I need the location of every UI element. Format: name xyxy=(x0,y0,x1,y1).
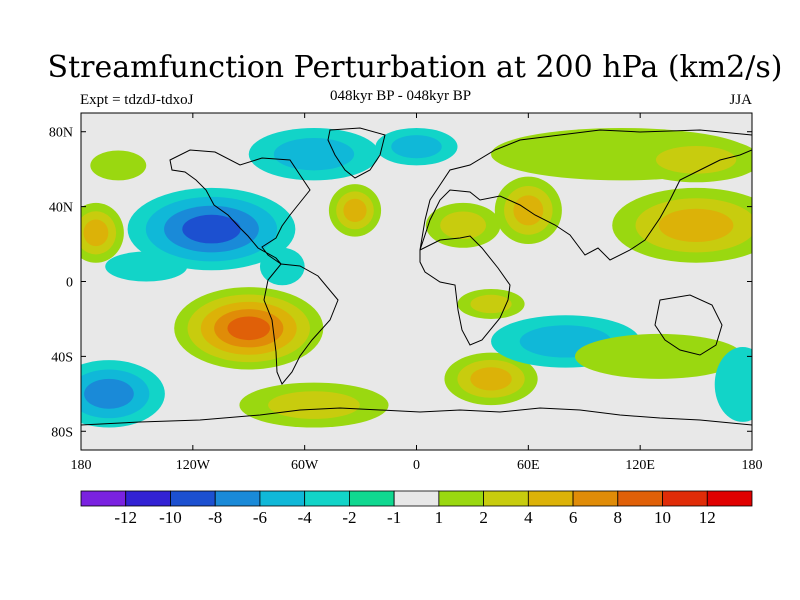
lat-tick-label: 40S xyxy=(51,350,73,365)
anomaly-10-level-2 xyxy=(658,208,734,242)
colorbar-swatch xyxy=(348,490,395,507)
coastlines xyxy=(81,127,752,426)
colorbar-swatch xyxy=(527,490,574,507)
colorbar-label: 1 xyxy=(435,508,444,527)
anomaly-2-level-1 xyxy=(273,138,355,171)
colorbar-label: -6 xyxy=(253,508,267,527)
lat-tick-label: 40N xyxy=(49,201,73,216)
colorbar-swatch xyxy=(438,490,485,507)
colorbar-label: 4 xyxy=(524,508,533,527)
colorbar-swatch xyxy=(259,490,306,507)
colorbar-label: -2 xyxy=(342,508,356,527)
colorbar-swatch xyxy=(393,490,440,507)
lon-tick-label: 120W xyxy=(176,458,211,473)
anomaly-8-level-1 xyxy=(440,211,487,240)
anomaly-20-level-0 xyxy=(714,347,752,422)
anomaly-14-level-2 xyxy=(84,378,134,409)
colorbar-swatch xyxy=(214,490,261,507)
colorbar-swatch xyxy=(304,490,350,507)
lat-tick-label: 80S xyxy=(51,425,73,440)
colorbar-label: 10 xyxy=(654,508,671,527)
colorbar-label: -4 xyxy=(298,508,313,527)
colorbar-swatch xyxy=(80,490,127,507)
lat-tick-label: 0 xyxy=(66,276,73,291)
lat-tick-label: 80N xyxy=(49,126,73,141)
anomaly-12-level-0 xyxy=(105,251,188,282)
plot-title: Streamfunction Perturbation at 200 hPa (… xyxy=(47,50,783,85)
lon-tick-label: 0 xyxy=(413,458,420,473)
map-axes: 180 120W 60W 0 60E 120E 180 80N 40N 0 40S 80S xyxy=(49,113,763,473)
anomaly-13-level-4 xyxy=(227,316,271,341)
colorbar-label: -10 xyxy=(159,508,182,527)
colorbar-swatch xyxy=(572,490,619,507)
colorbar-label: 12 xyxy=(699,508,716,527)
experiment-label: Expt = tdzdJ-tdxoJ xyxy=(80,92,194,108)
anomaly-3-level-1 xyxy=(391,135,442,159)
plot-subtitle: 048kyr BP - 048kyr BP xyxy=(330,88,472,104)
colorbar: -12 -10 -8 -6 -4 -2 -1 1 2 4 6 8 10 12 xyxy=(80,490,753,527)
anomaly-5-level-1 xyxy=(655,145,737,174)
anomaly-16-level-2 xyxy=(470,367,512,391)
colorbar-label: -1 xyxy=(387,508,401,527)
anomaly-7-level-2 xyxy=(343,198,367,223)
colorbar-swatch xyxy=(617,490,663,507)
coastline-antarctica xyxy=(81,407,752,426)
anomaly-19-level-0 xyxy=(574,333,743,379)
coastline-australia xyxy=(654,294,723,356)
season-label: JJA xyxy=(729,92,752,108)
coastline-south-america xyxy=(263,263,339,385)
colorbar-swatch xyxy=(125,490,171,507)
anomaly-6-level-0 xyxy=(90,150,147,181)
lon-tick-label: 120E xyxy=(625,458,655,473)
coastline-africa-eurasia xyxy=(419,129,752,346)
colorbar-label: 6 xyxy=(569,508,578,527)
colorbar-label: 8 xyxy=(614,508,623,527)
anomaly-layer xyxy=(81,127,752,428)
colorbar-label: -8 xyxy=(208,508,222,527)
coastline-greenland xyxy=(327,127,386,179)
colorbar-swatch xyxy=(706,490,753,507)
colorbar-swatch xyxy=(483,490,529,507)
lon-tick-label: 180 xyxy=(742,458,763,473)
anomaly-17-level-1 xyxy=(470,294,512,314)
colorbar-label: -12 xyxy=(114,508,137,527)
anomaly-15-level-1 xyxy=(268,391,360,419)
anomaly-0-level-3 xyxy=(182,214,241,244)
lon-tick-label: 60W xyxy=(291,458,319,473)
colorbar-swatch xyxy=(662,490,708,507)
lon-tick-label: 60E xyxy=(517,458,540,473)
colorbar-label: 2 xyxy=(479,508,488,527)
colorbar-swatch xyxy=(170,490,216,507)
lon-tick-label: 180 xyxy=(71,458,92,473)
anomaly-11-level-2 xyxy=(83,219,109,247)
coastline-north-america xyxy=(169,149,311,265)
